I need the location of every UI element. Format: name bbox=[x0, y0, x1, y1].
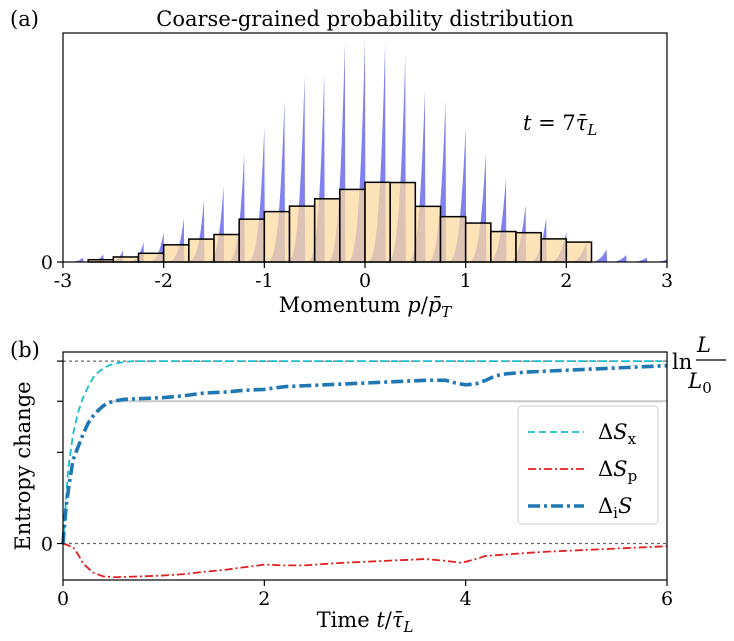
panel-b-yticks: 0 bbox=[41, 360, 63, 556]
legend-label: ΔSp bbox=[598, 457, 637, 485]
coarse-bin-bar bbox=[213, 233, 240, 263]
xtick-label: 3 bbox=[661, 270, 673, 292]
xtick-label: 2 bbox=[560, 270, 572, 292]
xtick-label: 0 bbox=[57, 588, 69, 610]
panel-b-xlabel: Time t/τ̄L bbox=[317, 608, 414, 636]
xtick-label: -1 bbox=[255, 270, 274, 292]
panel-b-label: (b) bbox=[10, 338, 40, 362]
ratio-numerator: L bbox=[696, 333, 711, 357]
coarse-bin-bar bbox=[565, 241, 593, 263]
ratio-denominator: L0 bbox=[687, 369, 712, 397]
coarse-bin-bar bbox=[313, 198, 341, 263]
series-line-1 bbox=[62, 542, 668, 579]
coarse-bin-bar bbox=[414, 205, 442, 263]
coarse-bin-bar bbox=[188, 238, 215, 263]
panel-b-ylabel: Entropy change bbox=[11, 381, 35, 550]
panel-a-xticks: -3 -2 -1 0 1 2 3 bbox=[54, 262, 673, 292]
series-line-2 bbox=[61, 363, 668, 544]
coarse-bin-bar bbox=[364, 181, 391, 263]
coarse-bin-bar bbox=[439, 215, 467, 263]
ln-prefix: ln bbox=[672, 350, 692, 374]
xtick-label: 2 bbox=[258, 588, 270, 610]
coarse-bin-bar bbox=[515, 231, 542, 263]
panel-b-plot: 0 2 4 6 0 Entropy change Time t/τ̄L ln L L0… bbox=[11, 333, 726, 636]
legend-label: ΔiS bbox=[598, 494, 632, 522]
legend: ΔSx ΔSp ΔiS bbox=[517, 405, 659, 525]
panel-b-frame bbox=[62, 351, 668, 581]
panel-a-plot: -3 -2 -1 0 1 2 3 0 t = 7τ̄L Momentum p/p̄T bbox=[41, 32, 673, 321]
panel-a-title: Coarse-grained probability distribution bbox=[156, 7, 573, 31]
fine-distribution-layer bbox=[63, 38, 667, 263]
xtick-label: -2 bbox=[154, 270, 173, 292]
xtick-label: 4 bbox=[460, 588, 472, 610]
coarse-bin-bar bbox=[288, 205, 316, 263]
coarse-bin-bar bbox=[490, 230, 517, 263]
xtick-label: -3 bbox=[54, 270, 73, 292]
coarse-bin-bar bbox=[137, 252, 165, 263]
ytick-label: 0 bbox=[41, 534, 53, 556]
panel-a-label: (a) bbox=[10, 7, 39, 31]
coarse-bins-layer bbox=[87, 181, 593, 263]
coarse-bin-bar bbox=[389, 181, 417, 263]
series-line-0 bbox=[62, 360, 667, 544]
xtick-label: 6 bbox=[661, 588, 673, 610]
coarse-bin-bar bbox=[238, 218, 266, 263]
panel-a-yticks: 0 bbox=[41, 252, 63, 274]
coarse-bin-bar bbox=[263, 210, 291, 263]
xtick-label: 0 bbox=[359, 270, 371, 292]
xtick-label: 1 bbox=[460, 270, 472, 292]
time-annotation: t = 7τ̄L bbox=[523, 111, 597, 139]
panel-b-xticks: 0 2 4 6 bbox=[57, 580, 673, 610]
ln-ratio-label: ln L L0 bbox=[672, 333, 726, 397]
fine-distribution-area bbox=[63, 38, 667, 263]
coarse-bin-bar bbox=[540, 238, 568, 263]
ytick-label: 0 bbox=[41, 252, 53, 274]
legend-box bbox=[517, 405, 659, 525]
panel-a-xlabel: Momentum p/p̄T bbox=[279, 293, 453, 321]
coarse-bin-bar bbox=[339, 188, 366, 263]
legend-label: ΔSx bbox=[598, 420, 637, 448]
series-layer bbox=[61, 360, 668, 579]
coarse-bin-bar bbox=[112, 256, 140, 263]
coarse-bin-bar bbox=[464, 222, 492, 263]
coarse-bin-bar bbox=[162, 244, 190, 263]
